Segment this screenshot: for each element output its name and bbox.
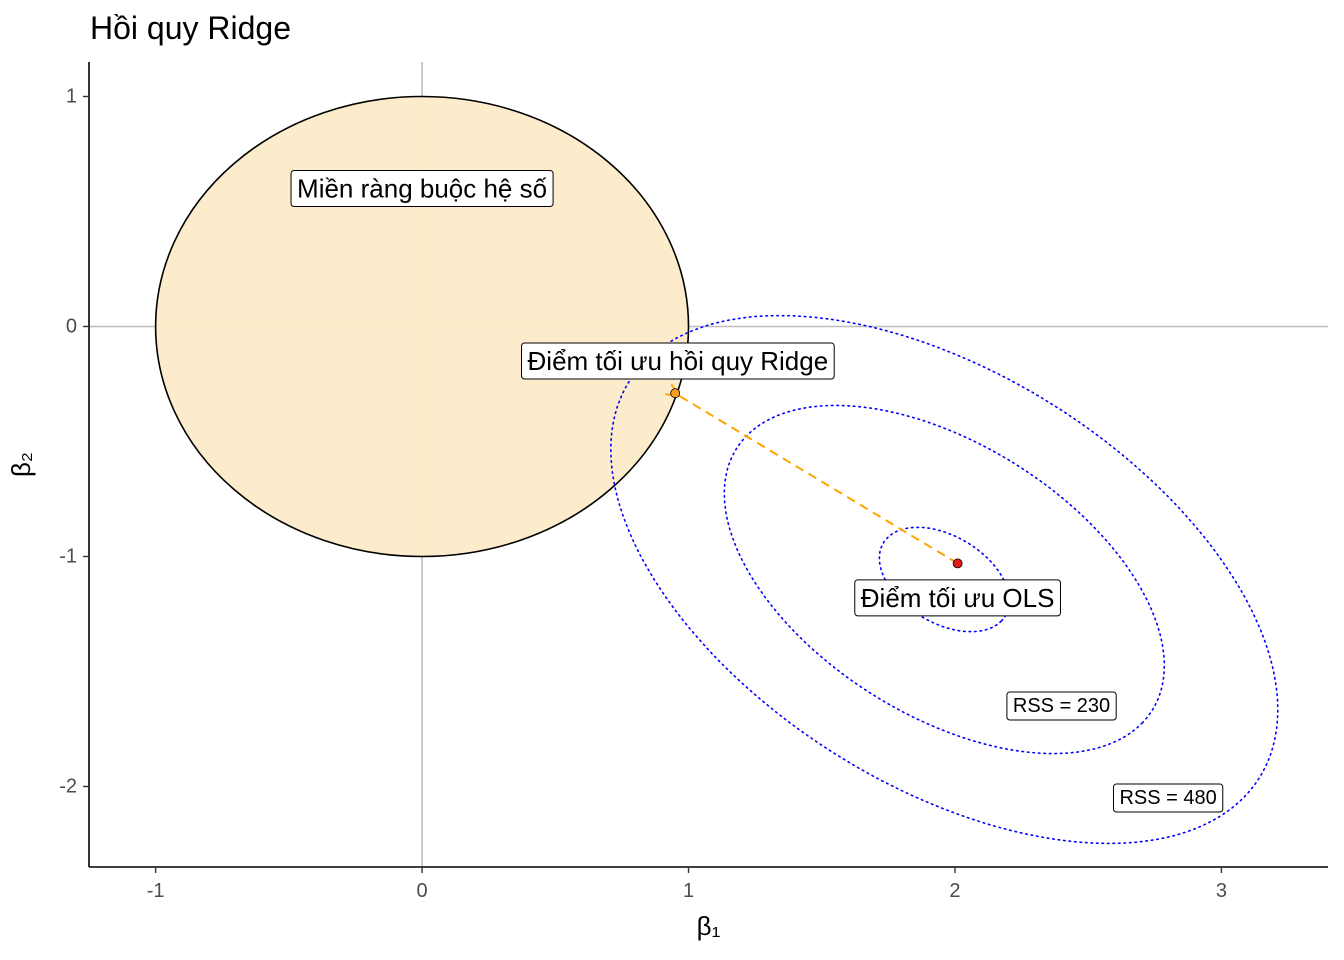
rss-label-2-text: RSS = 230 bbox=[1013, 695, 1110, 717]
y-tick-label: 0 bbox=[66, 316, 77, 338]
x-axis-title: β₁ bbox=[697, 911, 721, 941]
rss-label-3-box bbox=[1112, 783, 1224, 813]
rss-label-3: RSS = 480 bbox=[1112, 783, 1224, 813]
rss-label-2-box bbox=[1006, 691, 1117, 721]
rss-contour-3 bbox=[609, 314, 1279, 845]
ols-point bbox=[952, 558, 963, 569]
ols-point-label-box bbox=[854, 579, 1061, 617]
x-tick-label: 1 bbox=[683, 880, 694, 902]
x-tick-label: 0 bbox=[417, 880, 428, 902]
constraint-region-label-text: Miền ràng buộc hệ số bbox=[297, 174, 547, 204]
constraint-region-label-box bbox=[290, 170, 554, 207]
ols-point-label-text: Điểm tối ưu OLS bbox=[861, 583, 1055, 613]
rss-contour-1 bbox=[878, 526, 1011, 633]
x-tick-label: -1 bbox=[147, 880, 165, 902]
y-tick-label: 1 bbox=[66, 86, 77, 108]
ridge-point-label-text: Điểm tối ưu hồi quy Ridge bbox=[528, 346, 829, 376]
ridge-point-label-box bbox=[521, 342, 835, 380]
constraint-region bbox=[154, 95, 690, 558]
rss-label-3-text: RSS = 480 bbox=[1119, 787, 1216, 809]
ols-point-label: Điểm tối ưu OLS bbox=[854, 579, 1061, 617]
y-tick-label: -2 bbox=[59, 776, 77, 798]
x-tick-label: 3 bbox=[1216, 880, 1227, 902]
y-axis-title: β₂ bbox=[6, 452, 36, 477]
x-tick-label: 2 bbox=[949, 880, 960, 902]
ridge-point bbox=[670, 388, 681, 399]
chart-title: Hồi quy Ridge bbox=[90, 10, 291, 46]
constraint-region-label: Miền ràng buộc hệ số bbox=[290, 170, 554, 207]
ridge-point-label: Điểm tối ưu hồi quy Ridge bbox=[521, 342, 835, 380]
y-tick-label: -1 bbox=[59, 546, 77, 568]
shrinkage-arrow bbox=[678, 395, 959, 565]
rss-label-2: RSS = 230 bbox=[1006, 691, 1117, 721]
